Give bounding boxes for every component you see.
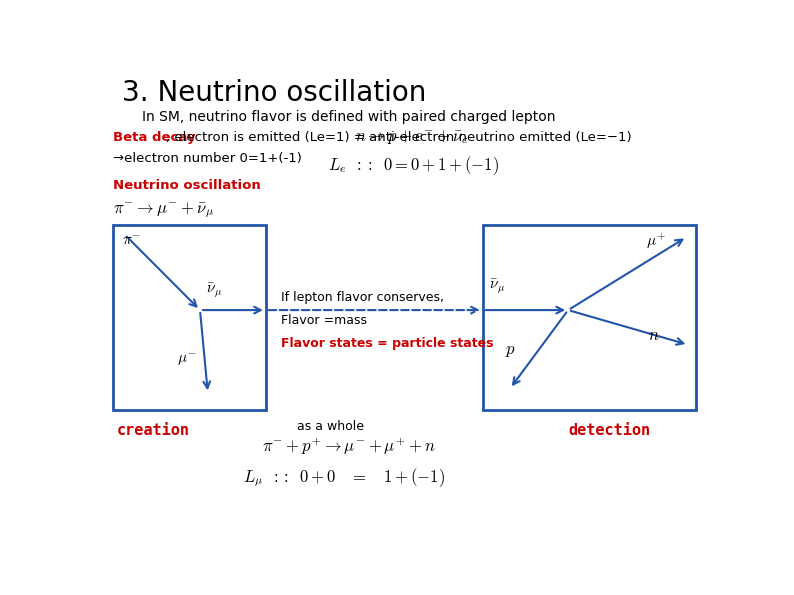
Text: If lepton flavor conserves,: If lepton flavor conserves, xyxy=(281,291,445,304)
Text: $\mu^{+}$: $\mu^{+}$ xyxy=(646,231,665,250)
Text: In SM, neutrino flavor is defined with paired charged lepton: In SM, neutrino flavor is defined with p… xyxy=(142,110,555,124)
Text: creation: creation xyxy=(116,423,189,439)
Text: 3. Neutrino oscillation: 3. Neutrino oscillation xyxy=(122,79,427,107)
Text: $L_e \;\; :: \;\; 0 = 0 + 1 + (-1)$: $L_e \;\; :: \;\; 0 = 0 + 1 + (-1)$ xyxy=(328,154,499,177)
Text: $L_{\mu} \;\; :: \;\; 0 + 0 \quad = \quad 1 + (-1)$: $L_{\mu} \;\; :: \;\; 0 + 0 \quad = \qua… xyxy=(243,466,445,489)
Text: Flavor states = particle states: Flavor states = particle states xyxy=(281,337,494,350)
Text: detection: detection xyxy=(569,423,650,439)
Text: $\bar{\nu}_{\mu}$: $\bar{\nu}_{\mu}$ xyxy=(489,277,506,295)
Text: →electron number 0=1+(-1): →electron number 0=1+(-1) xyxy=(114,152,302,165)
Text: $n \rightarrow p + e^{-} + \bar{\nu}_c$: $n \rightarrow p + e^{-} + \bar{\nu}_c$ xyxy=(355,127,468,146)
Text: as a whole: as a whole xyxy=(297,420,364,433)
Text: $\mu^{-}$: $\mu^{-}$ xyxy=(177,352,197,368)
Text: $\bar{\nu}_{\mu}$: $\bar{\nu}_{\mu}$ xyxy=(206,281,222,299)
Text: $\pi^{-} + p^{+} \rightarrow \mu^{-} + \mu^{+} + n$: $\pi^{-} + p^{+} \rightarrow \mu^{-} + \… xyxy=(262,436,436,457)
Text: Flavor =mass: Flavor =mass xyxy=(281,314,368,327)
Text: Beta decay: Beta decay xyxy=(114,131,196,143)
Text: Neutrino oscillation: Neutrino oscillation xyxy=(114,179,261,192)
Text: $\pi^{-} \rightarrow \mu^{-} + \bar{\nu}_{\mu}$: $\pi^{-} \rightarrow \mu^{-} + \bar{\nu}… xyxy=(114,200,214,220)
Text: $p$: $p$ xyxy=(504,341,515,359)
Text: , electron is emitted (Le=1) = anti-electron neutrino emitted (Le=−1): , electron is emitted (Le=1) = anti-elec… xyxy=(166,131,631,143)
Text: $n$: $n$ xyxy=(648,325,660,343)
Text: $\pi^{-}$: $\pi^{-}$ xyxy=(122,233,141,248)
